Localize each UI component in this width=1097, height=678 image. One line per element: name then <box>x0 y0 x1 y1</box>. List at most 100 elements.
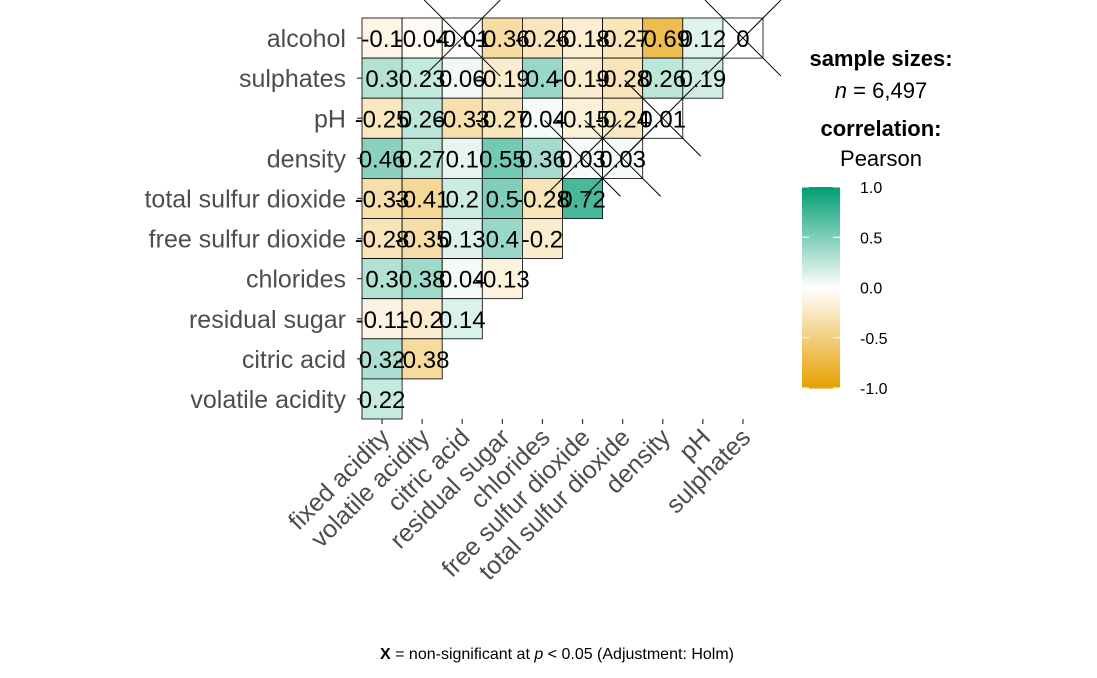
legend-colorbar-segment <box>802 220 840 225</box>
legend-tick-label: 0.5 <box>860 230 882 247</box>
cell-label-ph-free-sulfur-dioxide: -0.15 <box>555 106 610 133</box>
cell-label-sulphates-residual-sugar: -0.19 <box>475 66 530 93</box>
cell-ph-fixed-acidity <box>361 97 403 139</box>
y-label-chlorides: chlorides <box>246 266 346 294</box>
cell-label-free-sulfur-dioxide-residual-sugar: 0.4 <box>486 227 519 254</box>
caption-x-mark: X <box>380 646 391 663</box>
legend-correlation-title: correlation: <box>820 116 941 141</box>
cell-label-total-sulfur-dioxide-free-sulfur-dioxide: 0.72 <box>559 186 606 213</box>
legend-n-label: n <box>835 78 847 103</box>
cell-chlorides-volatile-acidity <box>401 258 443 300</box>
cell-label-free-sulfur-dioxide-fixed-acidity: -0.28 <box>355 227 410 254</box>
legend-colorbar-segment <box>802 351 840 356</box>
cell-alcohol-free-sulfur-dioxide <box>562 17 603 59</box>
legend-colorbar-segment <box>802 223 840 228</box>
legend-colorbar-segment <box>802 357 840 362</box>
legend-tick-label: 0.0 <box>860 281 882 298</box>
cell-alcohol-volatile-acidity <box>401 17 443 59</box>
legend-colorbar-segment <box>802 290 840 295</box>
cell-label-free-sulfur-dioxide-volatile-acidity: -0.35 <box>395 227 450 254</box>
cell-label-density-volatile-acidity: 0.27 <box>399 146 446 173</box>
cell-label-density-chlorides: 0.36 <box>519 146 566 173</box>
cell-label-total-sulfur-dioxide-residual-sugar: 0.5 <box>486 186 519 213</box>
legend-colorbar-segment <box>802 294 840 299</box>
y-label-ph: pH <box>314 105 346 133</box>
cell-label-ph-residual-sugar: -0.27 <box>475 106 530 133</box>
heatmap-cells: -0.1-0.04-0.01-0.36-0.26-0.18-0.27-0.690… <box>355 0 782 420</box>
legend-colorbar-segment <box>802 230 840 235</box>
legend-colorbar-segment <box>802 240 840 245</box>
cell-label-alcohol-chlorides: -0.26 <box>515 26 570 53</box>
legend-colorbar-segment <box>802 337 840 342</box>
cell-label-volatile-acidity-fixed-acidity: 0.22 <box>359 387 406 414</box>
legend-colorbar-segment <box>802 374 840 379</box>
cell-label-alcohol-ph: 0.12 <box>679 26 726 53</box>
cell-residual-sugar-fixed-acidity <box>361 298 403 340</box>
cell-label-ph-density: 0.01 <box>639 106 686 133</box>
cell-ph-residual-sugar <box>481 97 523 139</box>
cell-label-density-fixed-acidity: 0.46 <box>359 146 406 173</box>
cell-volatile-acidity-fixed-acidity <box>361 378 403 420</box>
cell-label-sulphates-fixed-acidity: 0.3 <box>365 66 398 93</box>
nonsig-mark-alcohol-sulphates <box>704 0 782 77</box>
legend-ticks: 1.0 0.5 0.0 -0.5 -1.0 <box>802 180 888 398</box>
cell-sulphates-free-sulfur-dioxide <box>562 57 603 99</box>
cell-residual-sugar-volatile-acidity <box>401 298 443 340</box>
cell-label-chlorides-citric-acid: 0.04 <box>439 267 486 294</box>
cell-label-alcohol-fixed-acidity: -0.1 <box>361 26 402 53</box>
legend-colorbar-segment <box>802 203 840 208</box>
legend-colorbar-segment <box>802 267 840 272</box>
legend-colorbar <box>802 187 840 389</box>
cell-free-sulfur-dioxide-citric-acid <box>441 218 483 259</box>
y-label-residual-sugar: residual sugar <box>189 306 346 334</box>
legend-colorbar-segment <box>802 264 840 268</box>
legend-colorbar-segment <box>802 247 840 252</box>
legend-colorbar-segment <box>802 381 840 386</box>
cell-label-alcohol-total-sulfur-dioxide: -0.27 <box>595 26 650 53</box>
cell-label-ph-volatile-acidity: 0.26 <box>399 106 446 133</box>
cell-label-citric-acid-fixed-acidity: 0.32 <box>359 347 406 374</box>
cell-label-ph-chlorides: 0.04 <box>519 106 566 133</box>
cell-label-density-residual-sugar: 0.55 <box>479 146 526 173</box>
cell-ph-citric-acid <box>441 97 483 139</box>
cell-label-ph-fixed-acidity: -0.25 <box>355 106 410 133</box>
caption-text-2: < 0.05 (Adjustment: Holm) <box>543 646 734 663</box>
legend-colorbar-segment <box>802 187 840 191</box>
cell-density-fixed-acidity <box>361 137 403 179</box>
cell-label-chlorides-fixed-acidity: 0.3 <box>365 267 398 294</box>
cell-label-sulphates-volatile-acidity: 0.23 <box>399 66 446 93</box>
legend-colorbar-segment <box>802 331 840 335</box>
legend-colorbar-segment <box>802 317 840 322</box>
cell-density-residual-sugar <box>481 137 523 179</box>
cell-label-sulphates-chlorides: 0.4 <box>526 66 559 93</box>
legend-colorbar-segment <box>802 260 840 265</box>
y-label-volatile-acidity: volatile acidity <box>190 386 346 414</box>
legend-n-value: = 6,497 <box>853 78 927 103</box>
legend-colorbar-segment <box>802 287 840 292</box>
y-label-sulphates: sulphates <box>239 65 346 93</box>
y-label-alcohol: alcohol <box>267 25 346 53</box>
nonsig-mark-density-total-sulfur-dioxide <box>584 119 662 197</box>
legend-colorbar-segment <box>802 193 840 198</box>
legend-colorbar-segment <box>802 210 840 215</box>
cell-free-sulfur-dioxide-volatile-acidity <box>401 218 443 259</box>
legend-colorbar-segment <box>802 207 840 212</box>
legend-colorbar-segment <box>802 233 840 238</box>
cell-label-total-sulfur-dioxide-volatile-acidity: -0.41 <box>395 186 450 213</box>
legend-colorbar-segment <box>802 254 840 258</box>
legend-colorbar-segment <box>802 297 840 302</box>
cell-label-residual-sugar-fixed-acidity: -0.11 <box>356 307 409 334</box>
cell-label-alcohol-density: -0.69 <box>635 26 690 53</box>
legend-colorbar-segment <box>802 257 840 262</box>
legend-colorbar-segment <box>802 367 840 372</box>
nonsig-mark-density-free-sulfur-dioxide <box>544 119 621 197</box>
legend-colorbar-segment <box>802 327 840 332</box>
cell-label-ph-citric-acid: -0.33 <box>435 106 490 133</box>
y-label-free-sulfur-dioxide: free sulfur dioxide <box>149 226 346 254</box>
cell-label-free-sulfur-dioxide-chlorides: -0.2 <box>522 227 563 254</box>
legend-colorbar-segment <box>802 277 840 282</box>
legend-colorbar-segment <box>802 274 840 279</box>
legend-colorbar-segment <box>802 243 840 248</box>
cell-label-alcohol-residual-sugar: -0.36 <box>475 26 530 53</box>
legend-colorbar-segment <box>802 321 840 325</box>
